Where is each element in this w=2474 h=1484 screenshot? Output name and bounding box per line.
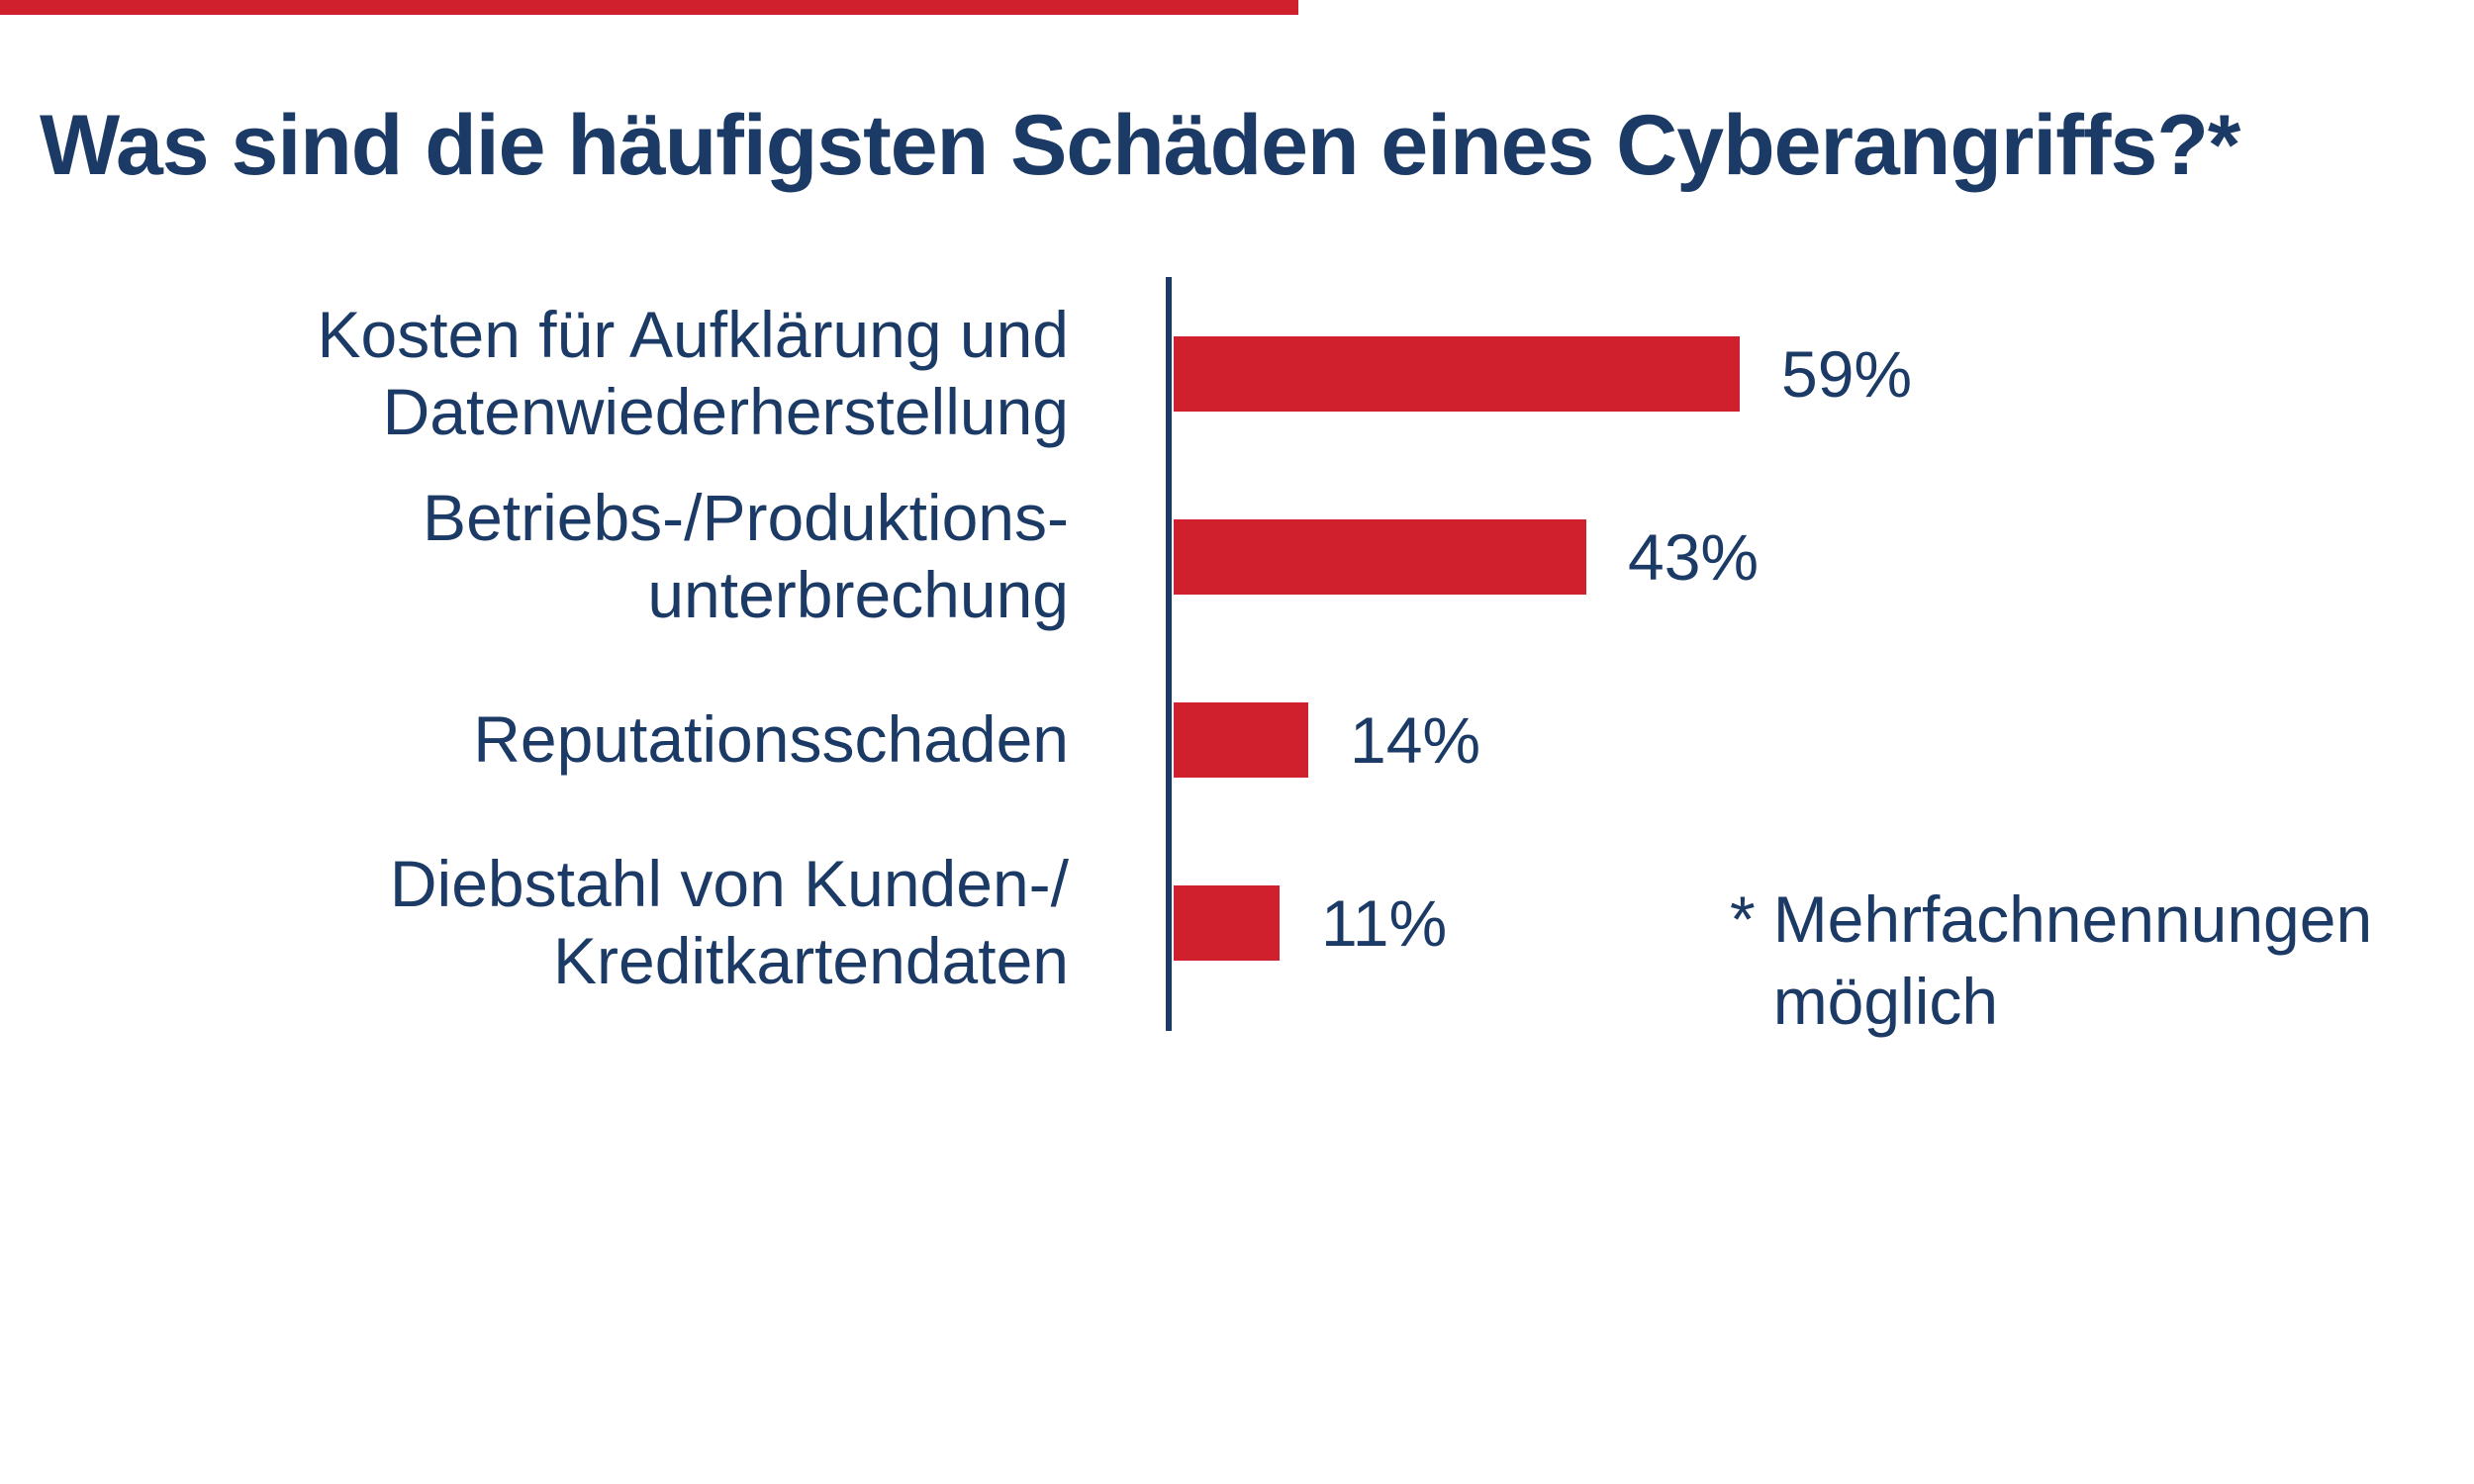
y-axis-line bbox=[1166, 277, 1172, 1031]
bar-wrap: 59% bbox=[1174, 335, 1913, 412]
bar-wrap: 43% bbox=[1174, 518, 1760, 595]
bar-chart: Kosten für Aufklärung und Datenwiederher… bbox=[0, 282, 2474, 1014]
category-label: Diebstahl von Kunden-/ Kreditkartendaten bbox=[389, 846, 1069, 997]
bar-wrap: 11% bbox=[1174, 884, 1448, 961]
chart-title: Was sind die häufigsten Schäden eines Cy… bbox=[40, 98, 2240, 193]
footnote-marker: * bbox=[1730, 882, 1756, 956]
category-label: Betriebs-/Produktions- unterbrechung bbox=[423, 480, 1069, 631]
footnote: * Mehrfachnennungen möglich bbox=[1730, 879, 2372, 1042]
chart-row: Kosten für Aufklärung und Datenwiederher… bbox=[0, 282, 2474, 465]
value-label: 43% bbox=[1628, 519, 1760, 594]
category-label: Reputationsschaden bbox=[473, 701, 1069, 776]
footnote-text: Mehrfachnennungen möglich bbox=[1772, 882, 2373, 1038]
bar bbox=[1174, 701, 1308, 778]
chart-rows: Kosten für Aufklärung und Datenwiederher… bbox=[0, 282, 2474, 1014]
bar bbox=[1174, 884, 1280, 961]
chart-row: Diebstahl von Kunden-/ Kreditkartendaten… bbox=[0, 831, 2474, 1014]
value-label: 11% bbox=[1321, 885, 1448, 960]
value-label: 14% bbox=[1350, 702, 1481, 777]
chart-row: Reputationsschaden 14% bbox=[0, 648, 2474, 831]
value-label: 59% bbox=[1781, 336, 1913, 411]
chart-row: Betriebs-/Produktions- unterbrechung 43% bbox=[0, 465, 2474, 648]
bar-wrap: 14% bbox=[1174, 701, 1481, 778]
bar bbox=[1174, 518, 1586, 595]
category-label: Kosten für Aufklärung und Datenwiederher… bbox=[317, 297, 1069, 448]
bar bbox=[1174, 335, 1740, 412]
top-accent-bar bbox=[0, 0, 1298, 15]
